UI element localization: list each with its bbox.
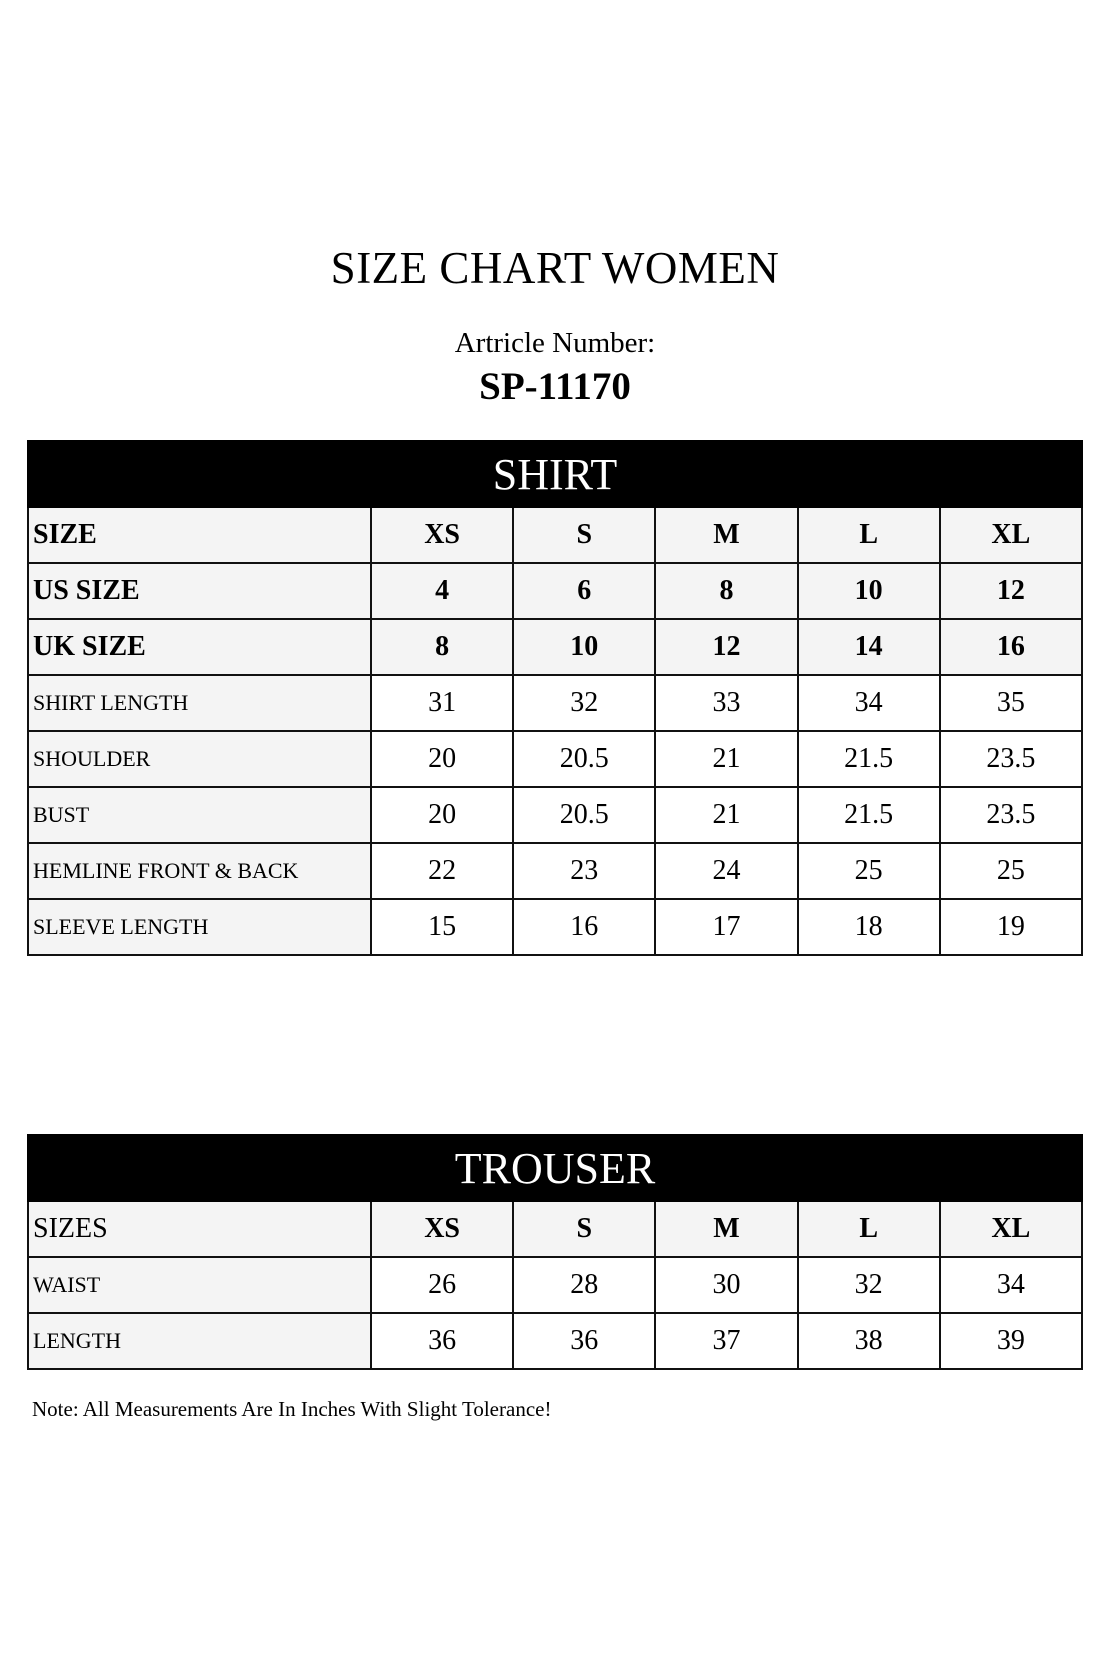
cell-value: 18 [796, 898, 941, 956]
cell-value: 34 [796, 674, 941, 732]
cell-value: 23.5 [938, 730, 1083, 788]
shirt-size-table: SHIRT SIZE XS S M L XL US SIZE 4 6 8 10 12 UK SIZE 8 10… [27, 440, 1083, 956]
cell-value: 23 [512, 842, 657, 900]
cell-value: 14 [796, 618, 941, 676]
cell-value: S [512, 506, 657, 564]
cell-value: 31 [369, 674, 515, 732]
cell-value: 10 [512, 618, 657, 676]
cell-value: 12 [938, 562, 1083, 620]
cell-value: 22 [369, 842, 515, 900]
shirt-rows-row: SHIRT LENGTH 31 32 33 34 35 [27, 674, 1083, 732]
cell-value: 32 [796, 1256, 941, 1314]
cell-value: 16 [512, 898, 657, 956]
cell-value: 10 [796, 562, 941, 620]
cell-value: 21.5 [796, 730, 941, 788]
cell-value: 6 [512, 562, 657, 620]
cell-value: 20 [369, 786, 515, 844]
shirt-header_rows-row: UK SIZE 8 10 12 14 16 [27, 618, 1083, 676]
cell-value: 36 [369, 1312, 515, 1370]
cell-value: S [512, 1200, 657, 1258]
cell-value: 33 [654, 674, 799, 732]
row-label: LENGTH [27, 1312, 372, 1370]
cell-value: 8 [654, 562, 799, 620]
cell-value: 21 [654, 786, 799, 844]
row-label: SLEEVE LENGTH [27, 898, 372, 956]
cell-value: 38 [796, 1312, 941, 1370]
cell-value: 15 [369, 898, 515, 956]
cell-value: 12 [654, 618, 799, 676]
cell-value: L [796, 1200, 941, 1258]
cell-value: XS [369, 1200, 515, 1258]
cell-value: 36 [512, 1312, 657, 1370]
cell-value: 20.5 [512, 730, 657, 788]
cell-value: 8 [369, 618, 515, 676]
cell-value: 20 [369, 730, 515, 788]
row-label: HEMLINE FRONT & BACK [27, 842, 372, 900]
cell-value: 25 [938, 842, 1083, 900]
row-label: SIZE [27, 506, 372, 564]
cell-value: 17 [654, 898, 799, 956]
cell-value: 32 [512, 674, 657, 732]
cell-value: 23.5 [938, 786, 1083, 844]
cell-value: XL [938, 506, 1083, 564]
cell-value: M [654, 1200, 799, 1258]
article-number-label: Artricle Number: [454, 327, 656, 359]
article-number: SP-11170 [479, 365, 631, 408]
row-label: UK SIZE [27, 618, 372, 676]
cell-value: 20.5 [512, 786, 657, 844]
cell-value: 24 [654, 842, 799, 900]
shirt-rows-row: BUST 20 20.5 21 21.5 23.5 [27, 786, 1083, 844]
row-label: SIZES [27, 1200, 372, 1258]
cell-value: 35 [938, 674, 1083, 732]
trouser-heading: TROUSER [27, 1134, 1083, 1202]
cell-value: 37 [654, 1312, 799, 1370]
trouser-size-table: TROUSER SIZES XS S M L XL WAIST 26 28 30 32 34 LENGTH… [27, 1134, 1083, 1370]
cell-value: L [796, 506, 941, 564]
cell-value: 19 [938, 898, 1083, 956]
row-label: SHIRT LENGTH [27, 674, 372, 732]
cell-value: 26 [369, 1256, 515, 1314]
shirt-header_rows-row: US SIZE 4 6 8 10 12 [27, 562, 1083, 620]
cell-value: 16 [938, 618, 1083, 676]
cell-value: 34 [938, 1256, 1083, 1314]
trouser-header_rows-row: SIZES XS S M L XL [27, 1200, 1083, 1258]
shirt-rows-row: HEMLINE FRONT & BACK 22 23 24 25 25 [27, 842, 1083, 900]
trouser-rows-row: WAIST 26 28 30 32 34 [27, 1256, 1083, 1314]
cell-value: 4 [369, 562, 515, 620]
row-label: WAIST [27, 1256, 372, 1314]
row-label: BUST [27, 786, 372, 844]
cell-value: 21.5 [796, 786, 941, 844]
row-label: US SIZE [27, 562, 372, 620]
row-label: SHOULDER [27, 730, 372, 788]
cell-value: 39 [938, 1312, 1083, 1370]
cell-value: XL [938, 1200, 1083, 1258]
measurement-note: Note: All Measurements Are In Inches Wit… [32, 1397, 552, 1421]
cell-value: 25 [796, 842, 941, 900]
cell-value: 28 [512, 1256, 657, 1314]
shirt-heading: SHIRT [27, 440, 1083, 508]
shirt-rows-row: SHOULDER 20 20.5 21 21.5 23.5 [27, 730, 1083, 788]
cell-value: XS [369, 506, 515, 564]
shirt-header_rows-row: SIZE XS S M L XL [27, 506, 1083, 564]
page-title: SIZE CHART WOMEN [330, 243, 780, 293]
cell-value: 21 [654, 730, 799, 788]
cell-value: M [654, 506, 799, 564]
cell-value: 30 [654, 1256, 799, 1314]
shirt-rows-row: SLEEVE LENGTH 15 16 17 18 19 [27, 898, 1083, 956]
trouser-rows-row: LENGTH 36 36 37 38 39 [27, 1312, 1083, 1370]
